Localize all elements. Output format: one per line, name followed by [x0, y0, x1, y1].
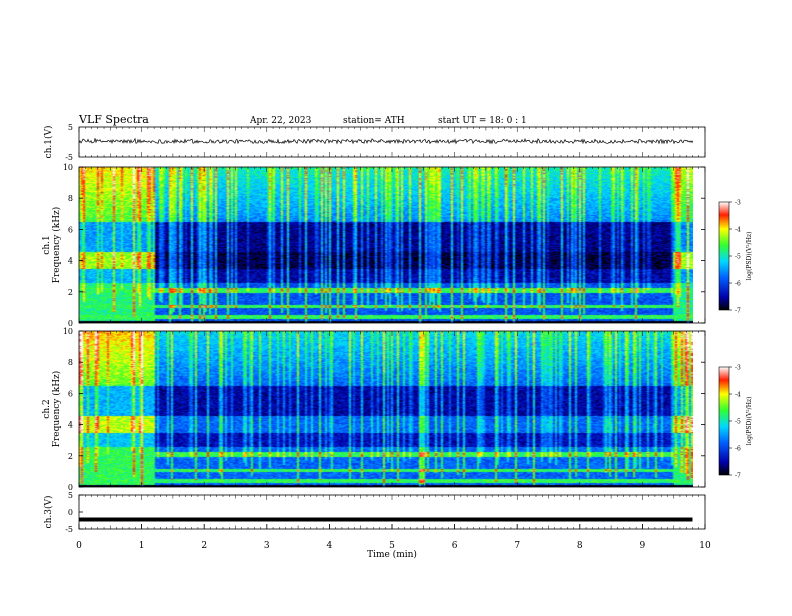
colorbar-tick-label: -4	[735, 227, 741, 234]
figure-title: VLF Spectra	[78, 113, 149, 126]
ytick-label: 2	[68, 288, 73, 297]
ytick-label: 6	[68, 389, 73, 398]
ch3-ytick-label: -5	[65, 525, 73, 534]
ch1-spectrogram-image	[79, 167, 693, 323]
ytick-label: 0	[68, 319, 73, 328]
ytick-label: 4	[68, 421, 73, 430]
ytick-label: 10	[63, 327, 73, 336]
ch1-spectrogram-panel: 0 2 4 6 8 10 ch.1 Frequency (kHz) -3 -4 -5 -6 -7 …	[42, 163, 753, 328]
ch1-ytick-top: 5	[68, 123, 73, 132]
ch1-colorbar: -3 -4 -5 -6 -7 log(PSD)(V²/Hz)	[718, 200, 753, 315]
xtick-label: 4	[327, 541, 333, 551]
ch1-waveform-line	[78, 137, 694, 145]
ytick-label: 4	[68, 257, 73, 266]
ch3-waveform-ylabel: ch.3(V)	[43, 496, 54, 529]
colorbar-tick-label: -7	[735, 473, 741, 480]
time-axis-label: Time (min)	[367, 549, 417, 560]
ch1-spectrogram-ylabel: Frequency (kHz)	[51, 207, 62, 284]
ytick-label: 0	[68, 483, 73, 492]
xtick-label: 10	[699, 541, 711, 551]
ch2-spectrogram-panel: 0 2 4 6 8 10 ch.2 Frequency (kHz) -3 -4 -5 -6 -7 …	[42, 327, 753, 492]
xtick-label: 0	[76, 541, 82, 551]
colorbar-tick-label: -3	[735, 200, 741, 207]
ch3-ytick-label: 5	[68, 491, 73, 500]
colorbar-tick-label: -5	[735, 419, 741, 426]
ytick-label: 10	[63, 163, 73, 172]
xtick-label: 3	[264, 541, 270, 551]
station-label: station= ATH	[343, 116, 405, 126]
ch1-spectrogram-yticks: 0 2 4 6 8 10	[63, 163, 705, 328]
xtick-label: 1	[139, 541, 145, 551]
ch1-spectrogram-channel-label: ch.1	[42, 235, 52, 254]
ytick-label: 6	[68, 225, 73, 234]
date-label: Apr. 22, 2023	[249, 116, 312, 126]
ch1-colorbar-label: log(PSD)(V²/Hz)	[746, 232, 753, 281]
colorbar-tick-label: -5	[735, 254, 741, 261]
colorbar-tick-label: -4	[735, 392, 741, 399]
ch1-waveform-ylabel: ch.1(V)	[43, 126, 54, 159]
panel-top-ticks	[78, 127, 706, 529]
time-axis-ticks: 0 1 2 3 4 5 6 7 8 9 10	[76, 524, 711, 551]
xtick-label: 6	[452, 541, 458, 551]
xtick-label: 8	[577, 541, 583, 551]
ch2-spectrogram-yticks: 0 2 4 6 8 10	[63, 327, 705, 492]
ch1-ytick-bottom: -5	[65, 153, 73, 162]
xtick-label: 9	[640, 541, 646, 551]
ch2-colorbar: -3 -4 -5 -6 -7 log(PSD)(V²/Hz)	[718, 365, 753, 480]
ch1-waveform-panel: 5 -5 ch.1(V)	[43, 123, 706, 162]
xtick-label: 5	[389, 541, 395, 551]
colorbar-tick-label: -6	[735, 446, 741, 453]
ch2-colorbar-gradient	[718, 366, 730, 476]
ch3-waveform-frame	[78, 494, 706, 530]
ch2-colorbar-ticks: -3 -4 -5 -6 -7	[729, 365, 741, 480]
ch2-spectrogram-ylabel: Frequency (kHz)	[51, 371, 62, 448]
ch3-ytick-label: 0	[68, 508, 73, 517]
ch3-waveform-panel: 50-5 ch.3(V) 0 1 2 3 4 5 6 7 8 9 10 Time (min)	[43, 491, 711, 560]
start-time-label: start UT = 18: 0 : 1	[438, 116, 527, 126]
colorbar-tick-label: -3	[735, 365, 741, 372]
ch1-colorbar-gradient	[718, 201, 730, 311]
colorbar-tick-label: -6	[735, 281, 741, 288]
ch2-spectrogram-channel-label: ch.2	[42, 399, 52, 418]
ch2-spectrogram-image	[79, 331, 693, 487]
colorbar-tick-label: -7	[735, 308, 741, 315]
ytick-label: 8	[68, 194, 73, 203]
ch1-colorbar-ticks: -3 -4 -5 -6 -7	[729, 200, 741, 315]
xtick-label: 7	[514, 541, 520, 551]
ytick-label: 8	[68, 358, 73, 367]
ch2-colorbar-label: log(PSD)(V²/Hz)	[746, 397, 753, 446]
ch3-yticks: 5 0 -5	[65, 491, 83, 534]
xtick-label: 2	[201, 541, 207, 551]
ytick-label: 2	[68, 452, 73, 461]
